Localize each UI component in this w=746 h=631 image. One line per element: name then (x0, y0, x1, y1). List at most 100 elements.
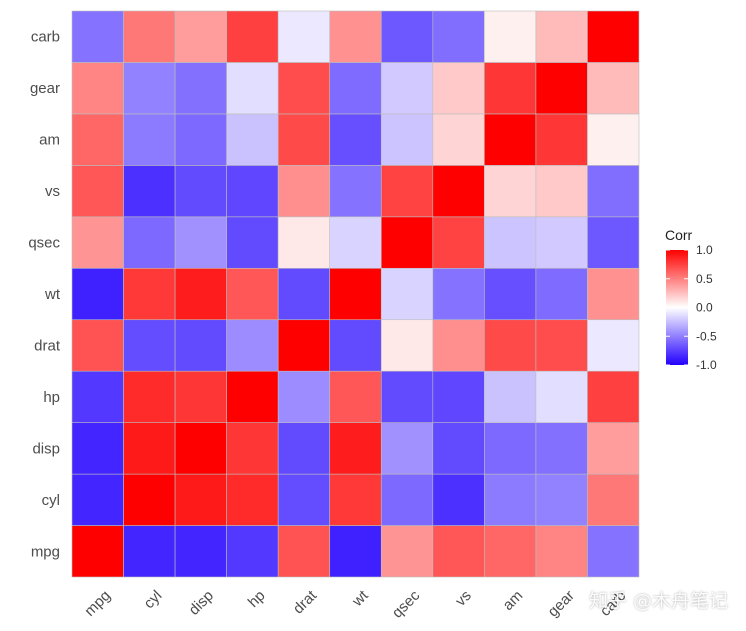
heatmap-cell-wt-qsec (380, 267, 434, 321)
heatmap-cell-am-carb (587, 113, 640, 166)
heatmap-cell-gear-drat (277, 62, 331, 115)
legend-title: Corr (665, 227, 693, 243)
y-tick-label-drat: drat (34, 337, 61, 354)
heatmap-cell-hp-vs (432, 370, 485, 423)
heatmap-cell-hp-am (484, 370, 537, 423)
y-tick-label-cyl: cyl (42, 492, 60, 509)
heatmap-cell-mpg-qsec (380, 525, 434, 578)
y-tick-label-wt: wt (44, 286, 61, 303)
heatmap-cell-am-drat (277, 113, 331, 166)
heatmap-cell-drat-wt (329, 319, 382, 372)
legend-tick-label: 1.0 (696, 243, 713, 257)
heatmap-cell-cyl-qsec (380, 473, 434, 526)
legend-tick-label: 0.5 (696, 272, 713, 286)
heatmap-cell-gear-gear (535, 62, 588, 115)
y-tick-label-am: am (39, 132, 60, 149)
heatmap-cell-drat-vs (432, 319, 485, 372)
heatmap-cell-am-gear (535, 113, 588, 166)
heatmap-cell-hp-hp (226, 370, 279, 423)
heatmap-cell-wt-drat (277, 267, 331, 321)
heatmap-cell-cyl-vs (432, 473, 485, 526)
heatmap-cell-carb-drat (277, 10, 331, 63)
heatmap-cell-am-hp (226, 113, 279, 166)
heatmap-cell-qsec-wt (329, 216, 382, 269)
heatmap-cell-mpg-vs (432, 525, 485, 578)
watermark: 知乎 @木舟笔记 (588, 590, 728, 612)
heatmap-cell-am-am (484, 113, 537, 166)
heatmap-cell-gear-vs (432, 62, 485, 115)
heatmap-cell-cyl-drat (277, 473, 331, 526)
heatmap-cell-vs-vs (432, 165, 485, 218)
legend-tick-label: -0.5 (696, 329, 717, 343)
heatmap-cell-qsec-hp (226, 216, 279, 269)
heatmap-cell-gear-disp (174, 62, 227, 115)
heatmap-cell-mpg-mpg (71, 525, 124, 578)
heatmap-cell-mpg-am (484, 525, 537, 578)
heatmap-cell-hp-carb (587, 370, 640, 423)
heatmap-cell-cyl-mpg (71, 473, 124, 526)
y-tick-label-carb: carb (31, 29, 60, 46)
heatmap-cell-vs-mpg (71, 165, 124, 218)
heatmap-cell-hp-gear (535, 370, 588, 423)
heatmap-cell-disp-gear (535, 422, 588, 475)
heatmap-cell-qsec-cyl (123, 216, 176, 269)
heatmap-cell-mpg-disp (174, 525, 227, 578)
heatmap-cell-qsec-mpg (71, 216, 124, 269)
x-axis-labels: mpg cyl disp hp drat wt qsec vs am gear carb (81, 587, 629, 622)
heatmap-cell-carb-cyl (123, 10, 176, 63)
heatmap-cell-disp-am (484, 422, 537, 475)
x-tick-label-cyl: cyl (141, 587, 166, 612)
heatmap-cell-cyl-disp (174, 473, 227, 526)
x-tick-label-gear: gear (545, 587, 578, 620)
heatmap-cell-vs-am (484, 165, 537, 218)
heatmap-cell-vs-qsec (380, 165, 434, 218)
y-tick-label-mpg: mpg (31, 543, 60, 560)
legend-ticks: 1.0 0.5 0.0 -0.5 -1.0 (666, 243, 717, 372)
legend-tick-label: 0.0 (696, 301, 713, 315)
heatmap-cell-drat-cyl (123, 319, 176, 372)
heatmap-cell-mpg-drat (277, 525, 331, 578)
heatmap-cell-vs-carb (587, 165, 640, 218)
heatmap-cell-qsec-vs (432, 216, 485, 269)
heatmap-cell-hp-drat (277, 370, 331, 423)
heatmap-cell-cyl-gear (535, 473, 588, 526)
heatmap-cell-wt-carb (587, 267, 640, 321)
heatmap-cell-disp-wt (329, 422, 382, 475)
heatmap-cell-hp-wt (329, 370, 382, 423)
heatmap-cell-carb-carb (587, 10, 640, 63)
heatmap-cell-am-cyl (123, 113, 176, 166)
heatmap-cell-disp-cyl (123, 422, 176, 475)
y-tick-label-qsec: qsec (28, 235, 60, 252)
heatmap-cell-hp-disp (174, 370, 227, 423)
heatmap-cell-vs-hp (226, 165, 279, 218)
heatmap-cell-wt-hp (226, 267, 279, 321)
heatmap-cell-wt-am (484, 267, 537, 321)
heatmap-cell-carb-vs (432, 10, 485, 63)
heatmap-cell-am-wt (329, 113, 382, 166)
heatmap-cell-mpg-wt (329, 525, 382, 578)
heatmap-cell-am-vs (432, 113, 485, 166)
x-tick-label-am: am (500, 587, 527, 614)
heatmap-cell-gear-am (484, 62, 537, 115)
heatmap-cell-disp-carb (587, 422, 640, 475)
heatmap-cell-carb-wt (329, 10, 382, 63)
heatmap-cell-cyl-cyl (123, 473, 176, 526)
heatmap-cell-mpg-hp (226, 525, 279, 578)
heatmap-cell-gear-mpg (71, 62, 124, 115)
legend-tick-label: -1.0 (696, 358, 717, 372)
heatmap-cell-mpg-carb (587, 525, 640, 578)
heatmap-cell-qsec-drat (277, 216, 331, 269)
heatmap-cell-wt-disp (174, 267, 227, 321)
heatmap-cell-drat-gear (535, 319, 588, 372)
y-tick-label-vs: vs (45, 183, 60, 200)
heatmap-cell-vs-gear (535, 165, 588, 218)
heatmap-cell-qsec-disp (174, 216, 227, 269)
heatmap-cell-gear-wt (329, 62, 382, 115)
heatmap-cell-disp-hp (226, 422, 279, 475)
x-tick-label-hp: hp (245, 587, 269, 611)
heatmap-cell-drat-carb (587, 319, 640, 372)
heatmap-cell-wt-gear (535, 267, 588, 321)
heatmap-cell-drat-hp (226, 319, 279, 372)
heatmap-cell-vs-wt (329, 165, 382, 218)
